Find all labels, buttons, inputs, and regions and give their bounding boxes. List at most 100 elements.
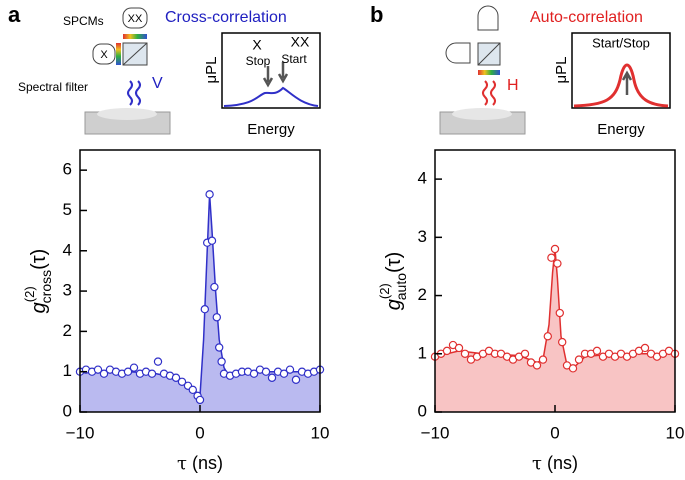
x-axis-label: τ (ns)	[177, 453, 223, 474]
y-tick-label: 0	[418, 401, 427, 420]
y-tick-label: 2	[418, 285, 427, 304]
inset-text: Spectral filter	[18, 80, 88, 94]
fit-line	[80, 194, 320, 398]
inset-title: Auto-correlation	[530, 9, 643, 26]
inset-text: μPL	[203, 57, 220, 84]
y-tick-label: 3	[418, 227, 427, 246]
inset-text: Start	[281, 52, 307, 66]
y-label-argument: (τ)	[383, 252, 405, 273]
y-axis-label: g(2)cross(τ)	[22, 249, 53, 314]
inset-text: μPL	[553, 57, 570, 84]
data-point	[123, 367, 133, 376]
data-point	[99, 369, 109, 378]
y-tick-label: 6	[63, 160, 72, 179]
y-label-subscript: cross	[38, 270, 54, 303]
panel-label: a	[8, 2, 21, 27]
y-tick-label: 5	[63, 200, 72, 219]
data-point	[188, 385, 197, 395]
y-tick-label: 1	[418, 343, 427, 362]
data-point	[217, 357, 226, 366]
y-label-superscript: (2)	[22, 286, 37, 302]
y-tick-label: 0	[63, 401, 72, 420]
inset-text: V	[152, 75, 163, 92]
inset-text: Energy	[247, 121, 295, 138]
x-tick-label: −10	[66, 423, 95, 442]
x-tick-label: 10	[311, 423, 330, 442]
y-tick-label: 2	[63, 321, 72, 340]
data-point	[460, 349, 470, 358]
data-point	[592, 346, 602, 356]
data-point	[555, 308, 565, 318]
y-label-symbol: g	[28, 302, 50, 313]
data-point	[532, 361, 542, 370]
setup-b	[439, 5, 526, 135]
data-point	[214, 343, 224, 352]
data-point	[147, 369, 157, 378]
spectrum-a	[223, 86, 319, 107]
data-point	[291, 375, 301, 384]
data-point	[568, 364, 578, 373]
x-tick-label: 0	[550, 423, 559, 442]
arrows-a	[262, 62, 289, 88]
inset-text: Energy	[597, 121, 645, 138]
data-point	[538, 355, 548, 364]
data-point	[177, 377, 187, 386]
y-label-subscript: auto	[393, 273, 409, 300]
data-point	[93, 365, 103, 374]
data-point	[195, 395, 205, 405]
spectrum-b	[573, 63, 669, 108]
fit-area	[80, 194, 320, 412]
data-point	[207, 236, 217, 245]
y-label-symbol: g	[383, 299, 405, 310]
data-point	[205, 190, 214, 199]
y-label-superscript: (2)	[377, 283, 392, 299]
data-point	[212, 313, 221, 322]
panel-label: b	[370, 2, 383, 27]
x-label-unit: (ns)	[547, 453, 578, 473]
fit-area	[435, 248, 675, 412]
inset-text: H	[507, 77, 519, 94]
data-point	[210, 282, 219, 292]
x-tick-label: 0	[195, 423, 204, 442]
inset-text: XX	[128, 13, 143, 25]
inset-text: SPCMs	[63, 14, 104, 28]
data-point	[129, 363, 139, 372]
data-point	[574, 355, 584, 364]
inset-text: Start/Stop	[592, 35, 650, 50]
setup-a	[84, 7, 171, 135]
data-point	[547, 253, 556, 262]
data-point	[520, 349, 530, 358]
y-label-argument: (τ)	[28, 249, 50, 270]
data-point	[171, 373, 181, 382]
spectrum-box-a	[221, 32, 321, 109]
data-point	[553, 259, 562, 268]
x-axis-label: τ (ns)	[532, 453, 578, 474]
inset-text: X	[252, 37, 262, 53]
data-point	[543, 332, 553, 341]
y-tick-label: 3	[63, 281, 72, 300]
inset-text: X	[100, 49, 108, 61]
inset-text: Stop	[246, 54, 271, 68]
inset-title: Cross-correlation	[165, 9, 287, 26]
data-point	[279, 369, 289, 378]
x-tick-label: 10	[666, 423, 685, 442]
x-label-unit: (ns)	[192, 453, 223, 473]
data-point	[153, 357, 163, 366]
data-point	[442, 346, 452, 356]
data-point	[285, 365, 295, 374]
x-label-symbol: τ	[177, 453, 187, 474]
x-label-symbol: τ	[532, 453, 542, 474]
data-point	[454, 343, 464, 353]
data-point	[249, 369, 259, 378]
data-point	[640, 343, 650, 353]
data-point	[261, 367, 271, 376]
y-tick-label: 1	[63, 361, 72, 380]
data-point	[558, 337, 567, 347]
y-axis-label: g(2)auto(τ)	[377, 252, 408, 311]
data-point	[267, 373, 277, 382]
data-point	[550, 244, 560, 254]
data-point	[200, 305, 209, 314]
y-tick-label: 4	[63, 240, 72, 259]
arrow-b	[621, 70, 633, 95]
